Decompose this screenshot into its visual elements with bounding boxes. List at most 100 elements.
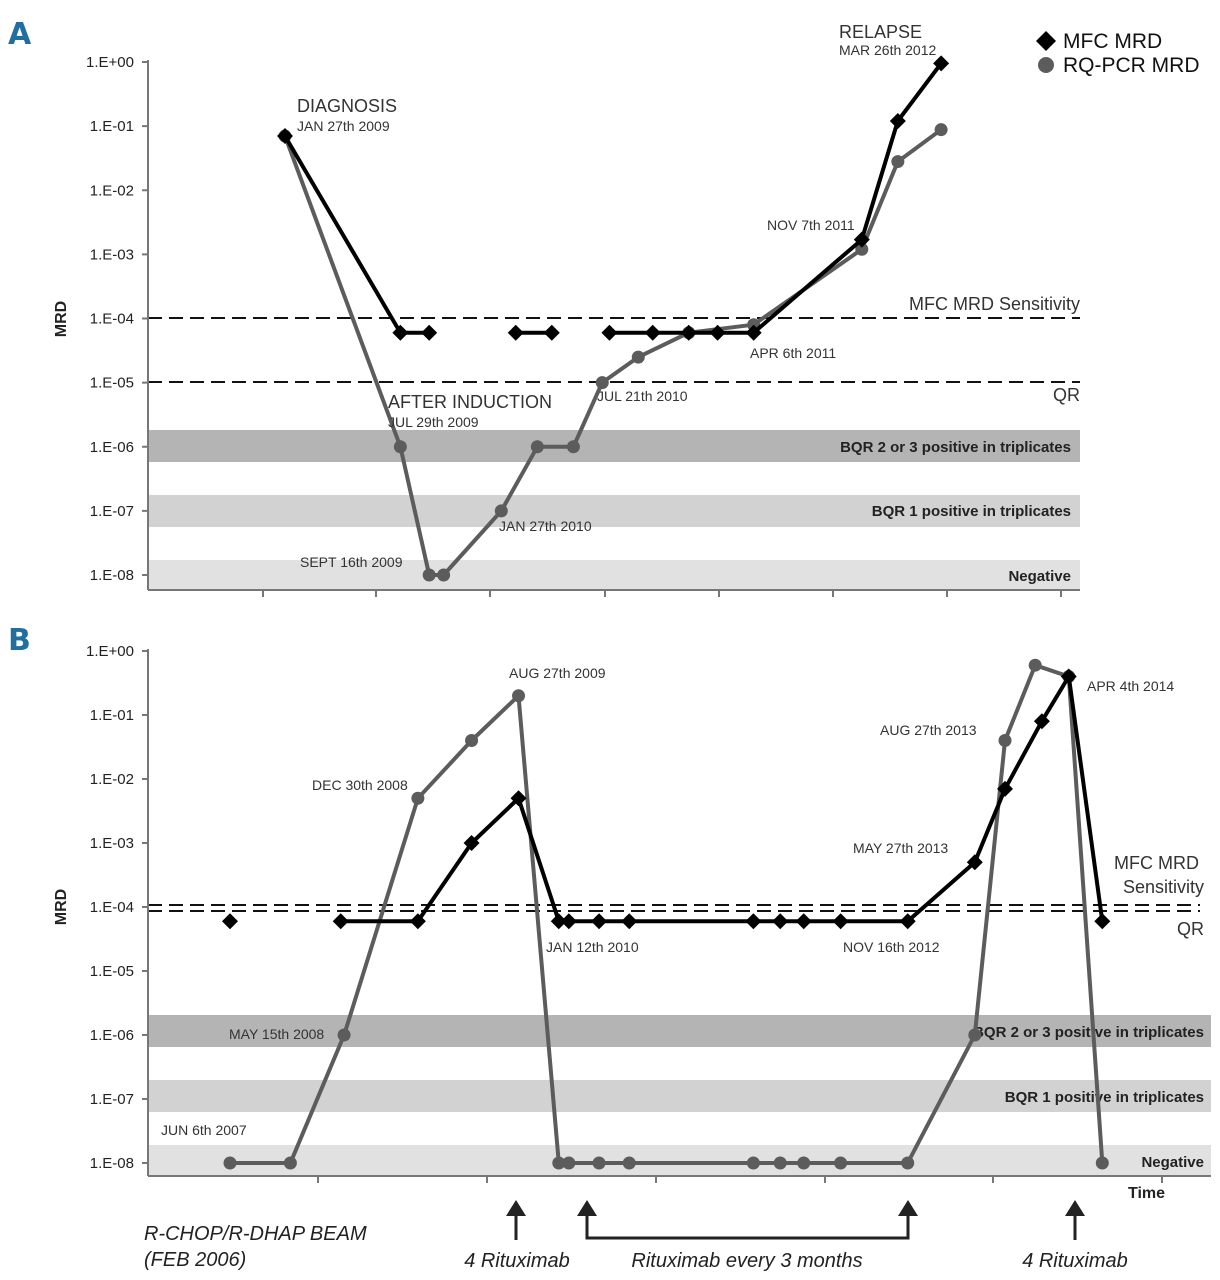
ann-a-relapse-date: MAR 26th 2012 <box>839 42 936 58</box>
data-point-mfc <box>277 128 293 145</box>
panel-b-thresholds: MFC MRD Sensitivity QR <box>148 853 1204 939</box>
ann-b-jun2007-date: JUN 6th 2007 <box>161 1122 247 1138</box>
y-tick-label: 1.E-02 <box>90 182 134 199</box>
data-point-pcr <box>465 733 479 747</box>
threshold-b-mfc-label-line1: MFC MRD <box>1114 853 1199 873</box>
y-tick-label: 1.E-04 <box>90 899 134 916</box>
data-point-mfc <box>510 790 527 807</box>
ann-a-apr2011-date: APR 6th 2011 <box>750 345 836 361</box>
data-point-pcr <box>552 1156 566 1170</box>
y-tick-label: 1.E+00 <box>86 643 134 660</box>
data-point-mfc <box>1033 713 1050 730</box>
data-point-pcr <box>411 791 425 805</box>
data-point-pcr <box>1095 1156 1109 1170</box>
data-point-pcr <box>968 1028 982 1042</box>
ann-b-jan2010-date: JAN 12th 2010 <box>546 939 639 955</box>
ann-b-dec2008-date: DEC 30th 2008 <box>312 777 408 793</box>
panel-a-series <box>277 55 950 582</box>
data-point-pcr <box>746 1156 760 1170</box>
band-b-bqr1 <box>148 1080 1211 1112</box>
y-tick-label: 1.E-06 <box>90 439 134 456</box>
data-point-pcr <box>998 733 1012 747</box>
data-point-mfc <box>933 55 950 72</box>
data-point-pcr <box>901 1156 915 1170</box>
panel-b-xlabel: Time <box>1128 1185 1165 1202</box>
data-point-mfc <box>680 324 697 341</box>
ann-b-may2013-date: MAY 27th 2013 <box>853 840 948 856</box>
data-point-mfc <box>644 324 661 341</box>
panel-a-thresholds: MFC MRD Sensitivity QR <box>148 294 1080 405</box>
data-point-pcr <box>595 376 609 390</box>
y-tick-label: 1.E-07 <box>90 1091 134 1108</box>
panel-a-letter: A <box>8 17 32 52</box>
data-point-pcr <box>855 242 869 256</box>
data-point-pcr <box>1028 658 1042 672</box>
legend-mfc-marker <box>1036 31 1056 51</box>
y-tick-label: 1.E-01 <box>90 118 134 135</box>
data-point-mfc <box>591 913 608 930</box>
threshold-b-mfc-label-line2: Sensitivity <box>1123 877 1204 897</box>
data-point-pcr <box>562 1156 576 1170</box>
band-b-negative <box>148 1145 1211 1176</box>
legend-pcr-label: RQ-PCR MRD <box>1063 54 1200 77</box>
y-tick-label: 1.E-03 <box>90 835 134 852</box>
data-point-pcr <box>494 504 508 518</box>
panel-b-letter: B <box>8 623 31 658</box>
rituximab-last-arrow <box>1065 1200 1085 1240</box>
threshold-a-mfc-label: MFC MRD Sensitivity <box>909 294 1080 314</box>
data-point-pcr <box>891 155 905 169</box>
band-b-negative-label: Negative <box>1141 1154 1204 1171</box>
band-b-bqr23 <box>148 1015 1211 1047</box>
therapy-line1: R-CHOP/R-DHAP BEAM <box>144 1223 367 1245</box>
threshold-b-qr-label: QR <box>1177 919 1204 939</box>
rituximab-last-label: 4 Rituximab <box>1022 1250 1128 1272</box>
rituximab-first-label: 4 Rituximab <box>464 1250 570 1272</box>
y-tick-label: 1.E-03 <box>90 246 134 263</box>
band-a-negative <box>148 560 1080 591</box>
panel-b-ylabel: MRD <box>53 889 70 925</box>
data-point-mfc <box>832 913 849 930</box>
legend-mfc-label: MFC MRD <box>1063 30 1162 53</box>
threshold-a-qr-label: QR <box>1053 385 1080 405</box>
band-a-bqr23 <box>148 430 1080 462</box>
panel-a-bands: BQR 2 or 3 positive in triplicates BQR 1… <box>148 430 1080 591</box>
data-point-pcr <box>592 1156 606 1170</box>
panel-a-ylabel: MRD <box>53 301 70 337</box>
data-point-mfc <box>1094 913 1111 930</box>
panel-b: BQR 2 or 3 positive in triplicates BQR 1… <box>53 643 1211 1202</box>
band-a-bqr1 <box>148 495 1080 527</box>
ann-b-nov2012-date: NOV 16th 2012 <box>843 939 940 955</box>
ann-a-jan2010-date: JAN 27th 2010 <box>499 518 592 534</box>
panel-b-annotations: JUN 6th 2007 MAY 15th 2008 DEC 30th 2008… <box>161 665 1174 1138</box>
data-point-pcr <box>337 1028 351 1042</box>
therapy-line2: (FEB 2006) <box>144 1249 246 1271</box>
panel-a: BQR 2 or 3 positive in triplicates BQR 1… <box>53 22 1080 597</box>
ann-a-induction-title: AFTER INDUCTION <box>388 392 552 412</box>
series-line-mfc <box>340 674 1105 924</box>
data-point-mfc <box>550 913 567 930</box>
data-point-mfc <box>421 324 438 341</box>
panel-a-axes: 1.E+00 1.E-01 1.E-02 1.E-03 1.E-04 1.E-05 1.E-… <box>86 54 1080 597</box>
data-point-mfc <box>709 324 726 341</box>
data-point-pcr <box>566 440 580 454</box>
band-a-bqr1-label: BQR 1 positive in triplicates <box>872 503 1071 520</box>
data-point-mfc <box>997 780 1014 797</box>
panel-a-annotations: DIAGNOSIS JAN 27th 2009 AFTER INDUCTION … <box>297 22 936 570</box>
panel-b-series <box>222 658 1111 1170</box>
data-point-mfc <box>745 913 762 930</box>
series-line-mfc <box>609 62 943 335</box>
ann-a-jul2010-date: JUL 21th 2010 <box>597 388 688 404</box>
ann-a-diagnosis-title: DIAGNOSIS <box>297 96 397 116</box>
data-point-mfc <box>222 913 238 930</box>
band-a-bqr23-label: BQR 2 or 3 positive in triplicates <box>840 439 1071 456</box>
data-point-pcr <box>934 123 948 137</box>
data-point-pcr <box>530 440 544 454</box>
data-point-pcr <box>283 1156 297 1170</box>
threshold-b-mfc-label: MFC MRD Sensitivity <box>1114 853 1204 897</box>
data-point-pcr <box>512 689 526 703</box>
data-point-mfc <box>392 324 409 341</box>
data-point-mfc <box>560 913 577 930</box>
data-point-mfc <box>332 913 349 930</box>
rituximab-maintenance-bracket <box>577 1200 918 1240</box>
